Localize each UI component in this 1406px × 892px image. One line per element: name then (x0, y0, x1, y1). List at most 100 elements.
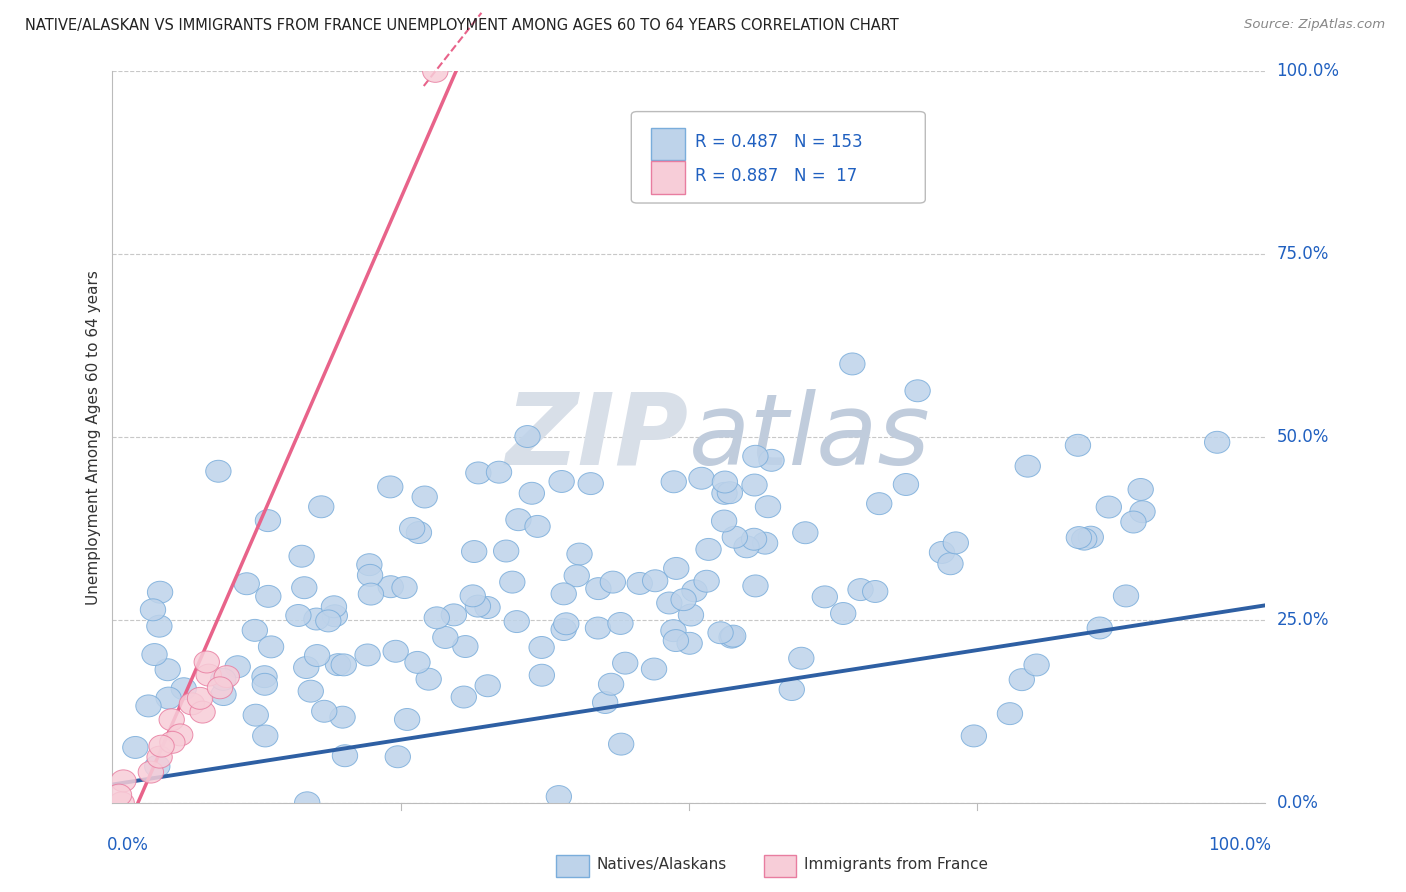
Ellipse shape (499, 571, 524, 593)
Ellipse shape (839, 353, 865, 375)
Ellipse shape (494, 540, 519, 562)
Ellipse shape (905, 380, 931, 401)
Ellipse shape (578, 473, 603, 494)
Ellipse shape (354, 644, 380, 666)
Ellipse shape (671, 589, 696, 611)
Text: R = 0.487   N = 153: R = 0.487 N = 153 (695, 133, 862, 151)
Ellipse shape (225, 656, 250, 678)
Ellipse shape (110, 792, 135, 814)
Ellipse shape (304, 608, 329, 630)
Ellipse shape (1205, 432, 1230, 453)
Ellipse shape (551, 582, 576, 605)
Ellipse shape (136, 695, 162, 717)
Ellipse shape (664, 630, 689, 651)
Ellipse shape (1078, 526, 1104, 549)
Ellipse shape (285, 605, 311, 626)
Ellipse shape (441, 604, 467, 626)
Ellipse shape (661, 620, 686, 641)
Ellipse shape (305, 645, 330, 666)
Ellipse shape (111, 770, 136, 792)
Ellipse shape (755, 496, 780, 517)
Ellipse shape (107, 784, 132, 806)
Ellipse shape (678, 604, 703, 626)
Ellipse shape (1130, 500, 1156, 523)
Ellipse shape (929, 541, 955, 564)
Ellipse shape (689, 467, 714, 489)
Ellipse shape (720, 625, 745, 647)
Ellipse shape (453, 636, 478, 657)
Ellipse shape (997, 703, 1022, 724)
Ellipse shape (657, 592, 682, 614)
Ellipse shape (325, 654, 350, 675)
Ellipse shape (564, 565, 589, 587)
Ellipse shape (718, 626, 744, 648)
Bar (557, 855, 589, 878)
Ellipse shape (160, 731, 186, 754)
Ellipse shape (146, 615, 172, 637)
Ellipse shape (256, 509, 281, 532)
Ellipse shape (378, 476, 404, 498)
Text: 25.0%: 25.0% (1277, 611, 1329, 629)
Ellipse shape (141, 599, 166, 621)
Ellipse shape (187, 688, 212, 709)
Ellipse shape (734, 536, 759, 558)
Text: ZIP: ZIP (506, 389, 689, 485)
Ellipse shape (711, 510, 737, 532)
Ellipse shape (359, 583, 384, 605)
Ellipse shape (962, 725, 987, 747)
Ellipse shape (385, 746, 411, 768)
Ellipse shape (1097, 496, 1122, 518)
Ellipse shape (741, 528, 766, 550)
Ellipse shape (332, 745, 357, 767)
Text: atlas: atlas (689, 389, 931, 485)
Ellipse shape (312, 700, 337, 723)
Ellipse shape (148, 582, 173, 603)
Ellipse shape (172, 678, 197, 699)
Text: R = 0.887   N =  17: R = 0.887 N = 17 (695, 167, 856, 185)
Ellipse shape (406, 522, 432, 543)
Ellipse shape (1071, 528, 1097, 550)
Ellipse shape (503, 611, 530, 632)
Ellipse shape (155, 659, 180, 681)
Ellipse shape (256, 585, 281, 607)
Text: Natives/Alaskans: Natives/Alaskans (596, 857, 727, 872)
Ellipse shape (1114, 585, 1139, 607)
Ellipse shape (451, 686, 477, 708)
Ellipse shape (742, 445, 768, 467)
Ellipse shape (1066, 526, 1091, 549)
Ellipse shape (330, 654, 357, 676)
Ellipse shape (142, 643, 167, 665)
Ellipse shape (288, 545, 315, 567)
Ellipse shape (1087, 617, 1112, 639)
Ellipse shape (1066, 434, 1091, 457)
Ellipse shape (195, 665, 221, 686)
Ellipse shape (298, 681, 323, 702)
Ellipse shape (793, 522, 818, 544)
Ellipse shape (149, 735, 174, 757)
Ellipse shape (515, 425, 540, 448)
Ellipse shape (460, 585, 485, 607)
Text: Source: ZipAtlas.com: Source: ZipAtlas.com (1244, 18, 1385, 31)
Ellipse shape (207, 677, 232, 698)
Text: Immigrants from France: Immigrants from France (804, 857, 988, 872)
Ellipse shape (707, 622, 734, 644)
Ellipse shape (641, 658, 666, 680)
Ellipse shape (122, 737, 148, 758)
Ellipse shape (399, 517, 425, 540)
Ellipse shape (294, 792, 321, 814)
Ellipse shape (742, 474, 768, 496)
Ellipse shape (242, 619, 267, 641)
Ellipse shape (1121, 511, 1146, 533)
Ellipse shape (416, 668, 441, 690)
Ellipse shape (609, 733, 634, 756)
Text: 100.0%: 100.0% (1277, 62, 1340, 80)
Ellipse shape (465, 595, 491, 617)
Ellipse shape (423, 61, 449, 82)
Ellipse shape (291, 577, 316, 599)
Ellipse shape (233, 573, 260, 595)
Ellipse shape (848, 579, 873, 600)
Ellipse shape (357, 565, 382, 586)
Ellipse shape (461, 541, 486, 563)
Ellipse shape (506, 508, 531, 531)
Ellipse shape (395, 708, 420, 731)
